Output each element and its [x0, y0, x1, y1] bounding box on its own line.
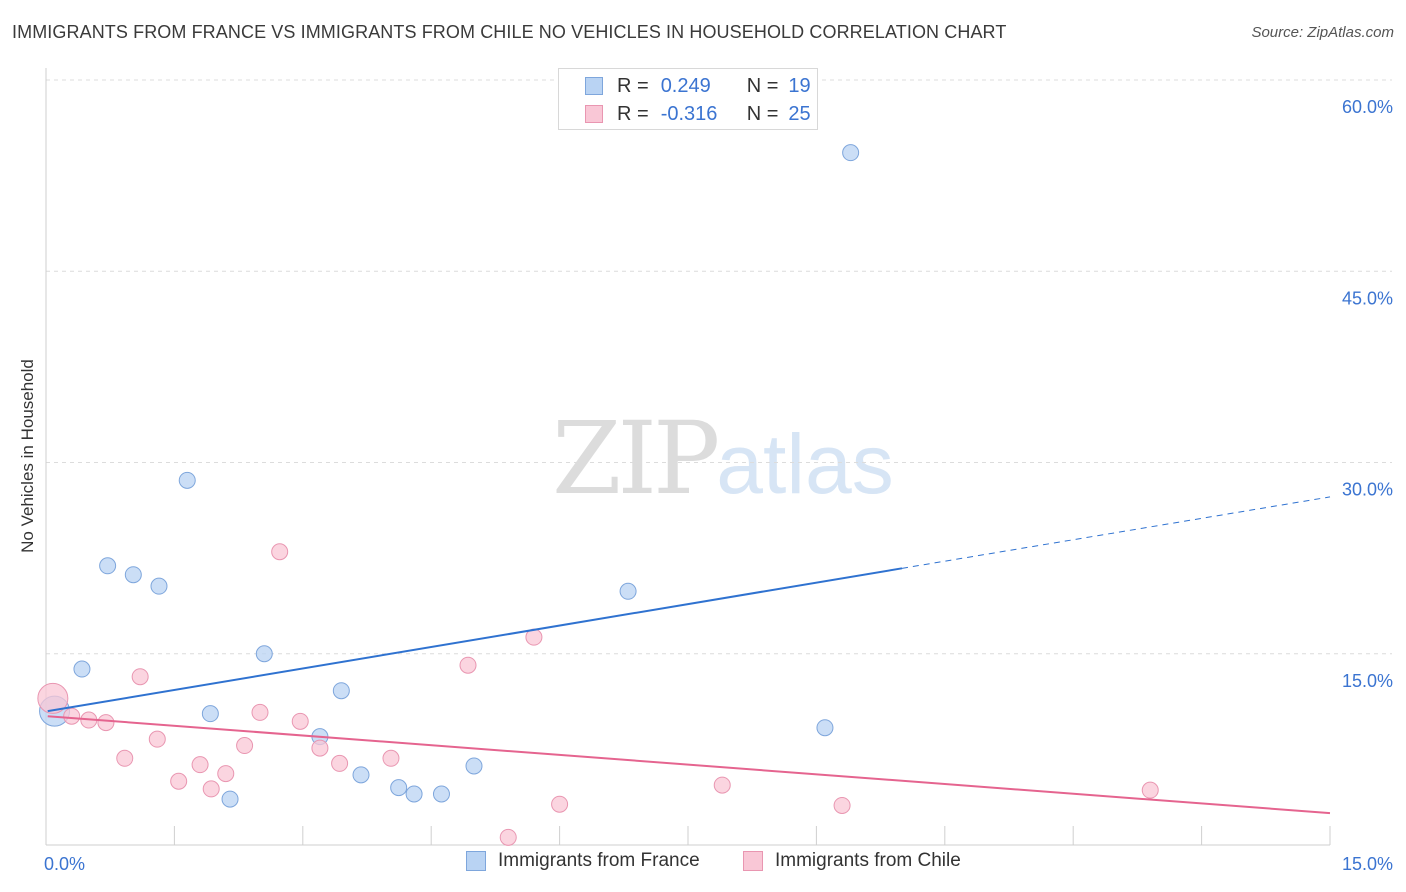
chile-point [459, 656, 477, 674]
chile-point [271, 543, 289, 561]
chile-point [217, 765, 235, 783]
chile-point [713, 776, 731, 794]
legend-item-france: Immigrants from France [466, 850, 700, 872]
legend-item-chile: Immigrants from Chile [743, 850, 961, 872]
chart-title: IMMIGRANTS FROM FRANCE VS IMMIGRANTS FRO… [12, 22, 1007, 42]
chile-point [131, 668, 149, 686]
n-label: N = [746, 102, 779, 125]
chile-point [236, 737, 254, 755]
chile-point [63, 707, 81, 725]
chile-point [170, 772, 188, 790]
n-label: N = [746, 74, 779, 97]
france-point [201, 705, 219, 723]
france-point [178, 471, 196, 489]
france-point [99, 557, 117, 575]
france-point [221, 790, 239, 808]
chile-point [551, 795, 569, 813]
france-point [619, 582, 637, 600]
france-point [150, 577, 168, 595]
n-value: 25 [788, 102, 811, 125]
y-tick-label: 15.0% [1342, 671, 1393, 691]
france-point [432, 785, 450, 803]
france-point [352, 766, 370, 784]
watermark-zip: ZIP [552, 400, 720, 517]
chile-point [37, 682, 69, 714]
y-axis-label: No Vehicles in Household [18, 359, 37, 553]
chile-point [331, 754, 349, 772]
legend-label: Immigrants from France [498, 850, 700, 871]
r-label: R = [617, 102, 649, 125]
france-point [73, 660, 91, 678]
stats-legend: R = 0.249 N = 19 R = -0.316 N = 25 [558, 68, 818, 130]
x-tick-label: 0.0% [44, 854, 85, 874]
source-label: Source: ZipAtlas.com [1251, 24, 1394, 41]
y-tick-label: 60.0% [1342, 97, 1393, 117]
chile-point [382, 749, 400, 767]
chile-point [499, 828, 517, 846]
chile-point [191, 756, 209, 774]
chile-point [1141, 781, 1159, 799]
r-label: R = [617, 74, 649, 97]
chile-point [97, 714, 115, 732]
r-value: -0.316 [660, 102, 718, 125]
france-trend-extension [901, 496, 1331, 569]
y-tick-label: 30.0% [1342, 480, 1393, 500]
france-point [405, 785, 423, 803]
n-value: 19 [788, 74, 811, 97]
france-trend-line [47, 567, 903, 713]
france-point [816, 719, 834, 737]
watermark: ZIPatlas [552, 400, 894, 517]
y-tick-label: 45.0% [1342, 288, 1393, 308]
legend-label: Immigrants from Chile [775, 850, 961, 871]
chile-swatch [585, 105, 603, 123]
france-point [390, 779, 408, 797]
france-point [332, 682, 350, 700]
france-swatch [466, 851, 486, 871]
chile-point [202, 780, 220, 798]
france-swatch [585, 77, 603, 95]
chile-swatch [743, 851, 763, 871]
chile-point [116, 749, 134, 767]
france-point [465, 757, 483, 775]
france-point [124, 566, 142, 584]
chile-trend-line [47, 715, 1331, 815]
legend-row-france: R = 0.249 N = 19 [585, 73, 811, 99]
r-value: 0.249 [660, 74, 711, 97]
france-point [255, 645, 273, 663]
watermark-atlas: atlas [716, 417, 894, 511]
legend-row-chile: R = -0.316 N = 25 [585, 101, 811, 127]
france-point [842, 144, 860, 162]
chile-point [291, 712, 309, 730]
chile-point [311, 739, 329, 757]
x-tick-label: 15.0% [1342, 854, 1393, 874]
chile-point [251, 703, 269, 721]
chile-point [833, 796, 851, 814]
chile-point [148, 730, 166, 748]
